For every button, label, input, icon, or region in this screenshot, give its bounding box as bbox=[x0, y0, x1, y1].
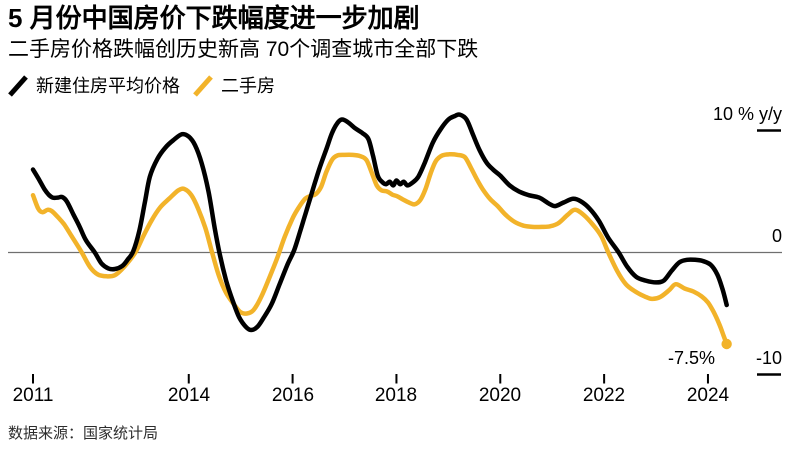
x-axis-label-2014: 2014 bbox=[167, 385, 211, 406]
x-axis-label-2011: 2011 bbox=[12, 385, 54, 406]
x-axis-label-2020: 2020 bbox=[478, 385, 522, 406]
legend-slash-icon bbox=[8, 75, 28, 97]
y-axis-label-10: 10 % y/y bbox=[712, 104, 782, 124]
legend-slash-icon bbox=[193, 75, 213, 97]
x-axis-label-2022: 2022 bbox=[582, 385, 626, 406]
new-home-price-line bbox=[30, 112, 729, 333]
second-hand-price-line bbox=[30, 152, 729, 347]
legend-item-new-home: 新建住房平均价格 bbox=[8, 74, 180, 98]
chart-legend: 新建住房平均价格 二手房 bbox=[8, 74, 275, 98]
x-axis-label-2018: 2018 bbox=[374, 385, 418, 406]
legend-item-second-hand: 二手房 bbox=[193, 74, 275, 98]
y-axis-label-0: 0 bbox=[771, 226, 782, 246]
chart-title: 5 月份中国房价下跌幅度进一步加剧 bbox=[8, 3, 420, 33]
latest-value-dot bbox=[721, 338, 732, 350]
legend-label: 二手房 bbox=[221, 76, 275, 96]
y-axis-label--10: -10 bbox=[755, 348, 782, 368]
latest-value-annotation: -7.5% bbox=[667, 348, 715, 368]
chart-subtitle: 二手房价格跌幅创历史新高 70个调查城市全部下跌 bbox=[8, 38, 479, 61]
x-axis-label-2016: 2016 bbox=[271, 385, 315, 406]
source-note: 数据来源：国家统计局 bbox=[8, 425, 159, 442]
legend-label: 新建住房平均价格 bbox=[36, 76, 180, 96]
x-axis-label-2024: 2024 bbox=[686, 385, 730, 406]
